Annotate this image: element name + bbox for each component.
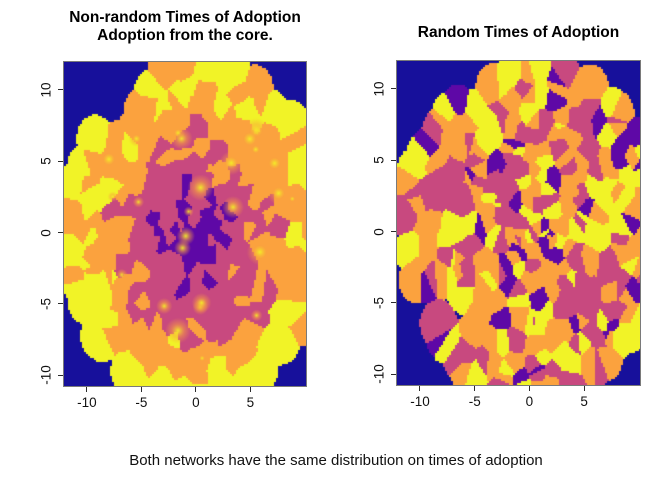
x-axis-tick <box>583 386 585 391</box>
y-axis-tick-label: 10 <box>371 81 387 97</box>
right-panel-title-line1: Random Times of Adoption <box>417 24 620 41</box>
x-axis-tick-label: 0 <box>525 394 534 409</box>
figure-caption: Both networks have the same distribution… <box>129 452 543 469</box>
x-axis-tick <box>419 386 421 391</box>
x-axis-tick-label: 0 <box>192 395 200 410</box>
random-adoption-heatmap <box>397 61 640 385</box>
x-axis-tick-label: 5 <box>580 394 588 409</box>
x-axis-tick-label: 5 <box>246 395 255 410</box>
x-axis-tick <box>249 387 251 392</box>
y-axis-tick <box>391 159 396 161</box>
left-panel-title: Non-random Times of Adoption Adoption fr… <box>64 9 306 45</box>
x-axis-tick <box>86 387 88 392</box>
y-axis-tick <box>391 88 396 90</box>
heatmap-panel-random <box>396 60 641 386</box>
x-axis-tick <box>140 387 142 392</box>
y-axis-tick-label: 0 <box>38 228 54 237</box>
y-axis-tick-label: 5 <box>371 156 387 164</box>
y-axis-tick-label: -10 <box>38 365 54 386</box>
y-axis-tick-label: 10 <box>38 82 54 98</box>
right-panel-title: Random Times of Adoption <box>397 24 640 42</box>
x-axis-tick <box>195 387 197 392</box>
y-axis-tick <box>58 89 63 91</box>
y-axis-tick-label: 0 <box>371 227 387 236</box>
y-axis-tick <box>391 231 396 233</box>
heatmap-panel-nonrandom <box>63 61 307 387</box>
y-axis-tick <box>58 303 63 305</box>
x-axis-tick-label: -10 <box>77 395 97 410</box>
y-axis-tick-label: -5 <box>371 296 387 309</box>
y-axis-tick <box>58 232 63 234</box>
y-axis-tick-label: -10 <box>371 364 387 385</box>
y-axis-tick-label: 5 <box>38 157 54 165</box>
x-axis-tick-label: -5 <box>468 394 481 409</box>
nonrandom-adoption-heatmap <box>64 62 306 386</box>
left-panel-title-line2: Adoption from the core. <box>97 27 273 44</box>
x-axis-tick-label: -10 <box>410 394 430 409</box>
left-panel-title-line1: Non-random Times of Adoption <box>69 9 301 26</box>
x-axis-tick <box>474 386 476 391</box>
y-axis-tick <box>391 302 396 304</box>
y-axis-tick <box>58 374 63 376</box>
y-axis-tick-label: -5 <box>38 297 54 310</box>
x-axis-tick <box>528 386 530 391</box>
y-axis-tick <box>391 373 396 375</box>
x-axis-tick-label: -5 <box>135 395 148 410</box>
y-axis-tick <box>58 160 63 162</box>
